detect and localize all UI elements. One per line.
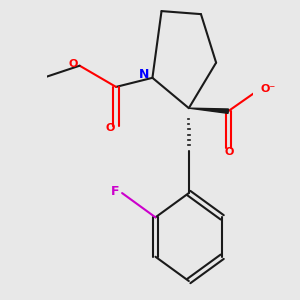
Text: O: O bbox=[69, 59, 78, 70]
Text: N: N bbox=[139, 68, 149, 81]
Text: O: O bbox=[105, 123, 115, 133]
Text: F: F bbox=[111, 185, 119, 198]
Text: O⁻: O⁻ bbox=[261, 84, 276, 94]
Polygon shape bbox=[189, 108, 228, 113]
Text: O: O bbox=[225, 147, 234, 158]
